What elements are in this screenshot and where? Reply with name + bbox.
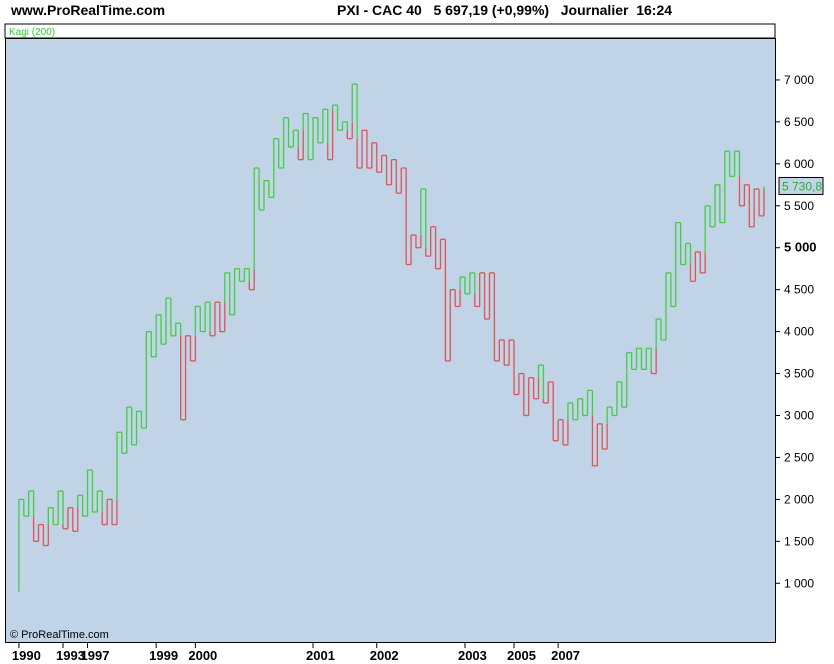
- last-value-marker: 5 730,8: [778, 176, 824, 195]
- x-tick-label: 2007: [551, 648, 580, 663]
- y-axis: 1 000 1 500 2 000 2 500 3 000 3 500 4 000 4 500…: [775, 73, 817, 590]
- header-bar: www.ProRealTime.com PXI - CAC 40 5 697,1…: [0, 0, 834, 22]
- kagi-chart[interactable]: Kagi (200) 1 000 1 500 2 000 2 500 3 000 3 50…: [0, 22, 834, 664]
- y-tick-label: 1 500: [784, 534, 814, 548]
- instrument-price: 5 697,19 (+0,99%): [433, 2, 550, 18]
- legend-bar: [4, 23, 776, 39]
- y-tick-label: 5 000: [784, 240, 817, 255]
- plot-area[interactable]: [5, 38, 775, 642]
- x-tick-label: 1993: [56, 648, 85, 663]
- x-tick-label: 1997: [81, 648, 110, 663]
- y-tick-label: 4 000: [784, 325, 814, 339]
- x-tick-label: 2003: [458, 648, 487, 663]
- time-label: 16:24: [636, 2, 673, 18]
- y-tick-label: 3 500: [784, 367, 814, 381]
- y-tick-label: 5 500: [784, 199, 814, 213]
- y-tick-label: 1 000: [784, 576, 814, 590]
- site-name[interactable]: www.ProRealTime.com: [11, 2, 166, 18]
- instrument-info: PXI - CAC 40 5 697,19 (+0,99%) Journalie…: [337, 2, 672, 18]
- y-tick-label: 7 000: [784, 73, 814, 87]
- x-tick-label: 2002: [370, 648, 399, 663]
- x-tick-label: 1999: [149, 648, 178, 663]
- y-tick-label: 6 500: [784, 115, 814, 129]
- x-tick-label: 2000: [188, 648, 217, 663]
- last-value-label: 5 730,8: [782, 179, 822, 193]
- y-tick-label: 2 000: [784, 492, 814, 506]
- y-tick-label: 2 500: [784, 450, 814, 464]
- period-label: Journalier: [560, 2, 629, 18]
- x-tick-label: 2005: [507, 648, 536, 663]
- y-tick-label: 3 000: [784, 409, 814, 423]
- instrument-name: PXI - CAC 40: [337, 2, 422, 18]
- y-tick-label: 4 500: [784, 283, 814, 297]
- kagi-series: [18, 83, 765, 592]
- x-tick-label: 2001: [306, 648, 335, 663]
- x-tick-label: 1990: [12, 648, 41, 663]
- legend-label: Kagi (200): [9, 27, 55, 38]
- y-tick-label: 6 000: [784, 157, 814, 171]
- credit-label: © ProRealTime.com: [10, 629, 109, 641]
- last-value-box: [778, 176, 824, 195]
